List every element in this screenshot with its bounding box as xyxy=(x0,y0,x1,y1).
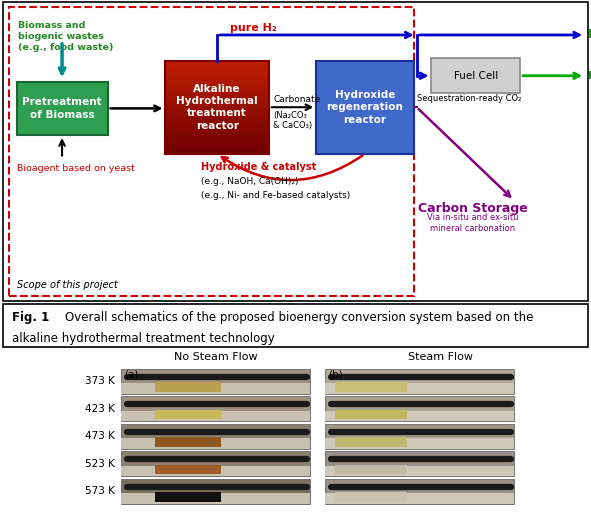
Text: (b): (b) xyxy=(328,369,343,379)
FancyBboxPatch shape xyxy=(17,82,108,135)
Bar xyxy=(155,410,222,419)
Bar xyxy=(165,79,269,84)
Bar xyxy=(165,93,269,98)
Bar xyxy=(325,369,514,394)
Bar xyxy=(9,7,414,296)
Bar xyxy=(165,102,269,107)
Bar xyxy=(121,451,310,476)
Bar xyxy=(325,479,514,504)
Bar xyxy=(165,144,269,149)
Bar xyxy=(165,125,269,131)
Text: Bioagent based on yeast: Bioagent based on yeast xyxy=(17,164,134,173)
Text: No Steam Flow: No Steam Flow xyxy=(174,353,258,362)
Text: Biomass and
biogenic wastes
(e.g., food waste): Biomass and biogenic wastes (e.g., food … xyxy=(18,21,113,52)
Bar xyxy=(335,465,407,474)
Bar xyxy=(165,70,269,75)
Text: pure H₂: pure H₂ xyxy=(230,23,277,33)
Bar xyxy=(155,382,222,392)
Bar xyxy=(165,60,269,65)
Text: Pretreatment
of Biomass: Pretreatment of Biomass xyxy=(22,97,102,120)
Bar xyxy=(165,97,269,103)
Bar xyxy=(165,61,269,154)
Text: Hydroxide & catalyst: Hydroxide & catalyst xyxy=(201,162,316,172)
Text: 523 K: 523 K xyxy=(85,458,115,469)
Bar xyxy=(165,88,269,93)
Bar xyxy=(165,116,269,121)
FancyBboxPatch shape xyxy=(316,61,414,154)
Bar xyxy=(121,479,310,504)
Bar xyxy=(325,396,514,421)
Bar xyxy=(155,465,222,474)
Text: alkaline hydrothermal treatment technology: alkaline hydrothermal treatment technolo… xyxy=(12,332,275,345)
Text: Scope of this project: Scope of this project xyxy=(17,280,117,290)
Bar xyxy=(325,438,514,449)
Bar xyxy=(335,492,407,502)
Bar xyxy=(165,149,269,154)
Bar xyxy=(325,466,514,476)
Bar xyxy=(335,437,407,447)
Bar xyxy=(335,410,407,419)
Text: Fig. 1: Fig. 1 xyxy=(12,311,49,324)
Text: Alkaline
Hydrothermal
treatment
reactor: Alkaline Hydrothermal treatment reactor xyxy=(176,84,258,131)
Bar xyxy=(121,493,310,504)
Bar xyxy=(165,111,269,116)
Text: (e.g., NaOH, Ca(OH)₂): (e.g., NaOH, Ca(OH)₂) xyxy=(201,177,298,186)
Bar xyxy=(165,121,269,126)
Bar xyxy=(165,139,269,144)
Bar xyxy=(121,369,310,394)
Text: 473 K: 473 K xyxy=(85,431,115,441)
Text: 373 K: 373 K xyxy=(85,376,115,386)
Bar xyxy=(325,451,514,476)
Text: Carbon Storage: Carbon Storage xyxy=(418,202,528,215)
Bar xyxy=(121,411,310,421)
Bar xyxy=(165,74,269,79)
Bar xyxy=(121,383,310,394)
Bar xyxy=(165,130,269,135)
Text: (Na₂CO₃
& CaCO₃): (Na₂CO₃ & CaCO₃) xyxy=(273,111,312,130)
Text: 423 K: 423 K xyxy=(85,404,115,414)
Text: Steam Flow: Steam Flow xyxy=(408,353,473,362)
Bar xyxy=(165,83,269,89)
Bar xyxy=(121,466,310,476)
Text: (a): (a) xyxy=(124,369,138,379)
Bar xyxy=(155,437,222,447)
Text: H₂: H₂ xyxy=(588,28,591,42)
Bar xyxy=(121,438,310,449)
Bar xyxy=(165,135,269,140)
Text: Hydroxide
regeneration
reactor: Hydroxide regeneration reactor xyxy=(326,90,404,124)
Bar xyxy=(165,65,269,70)
Text: Fuel Cell: Fuel Cell xyxy=(454,71,498,81)
Text: Carbonate: Carbonate xyxy=(273,95,320,104)
Text: Sequestration-ready CO₂: Sequestration-ready CO₂ xyxy=(417,94,521,103)
Text: Electricity: Electricity xyxy=(588,71,591,81)
Bar xyxy=(155,492,222,502)
Bar xyxy=(165,107,269,112)
Text: Overall schematics of the proposed bioenergy conversion system based on the: Overall schematics of the proposed bioen… xyxy=(65,311,534,324)
Bar xyxy=(325,411,514,421)
Bar xyxy=(121,424,310,449)
Bar xyxy=(335,382,407,392)
Text: (e.g., Ni- and Fe-based catalysts): (e.g., Ni- and Fe-based catalysts) xyxy=(201,191,350,200)
Bar xyxy=(121,396,310,421)
Text: 573 K: 573 K xyxy=(85,486,115,496)
Bar xyxy=(325,493,514,504)
FancyBboxPatch shape xyxy=(431,58,520,93)
Bar xyxy=(325,383,514,394)
Text: Via in-situ and ex-situ
mineral carbonation: Via in-situ and ex-situ mineral carbonat… xyxy=(427,213,518,233)
Bar xyxy=(325,424,514,449)
